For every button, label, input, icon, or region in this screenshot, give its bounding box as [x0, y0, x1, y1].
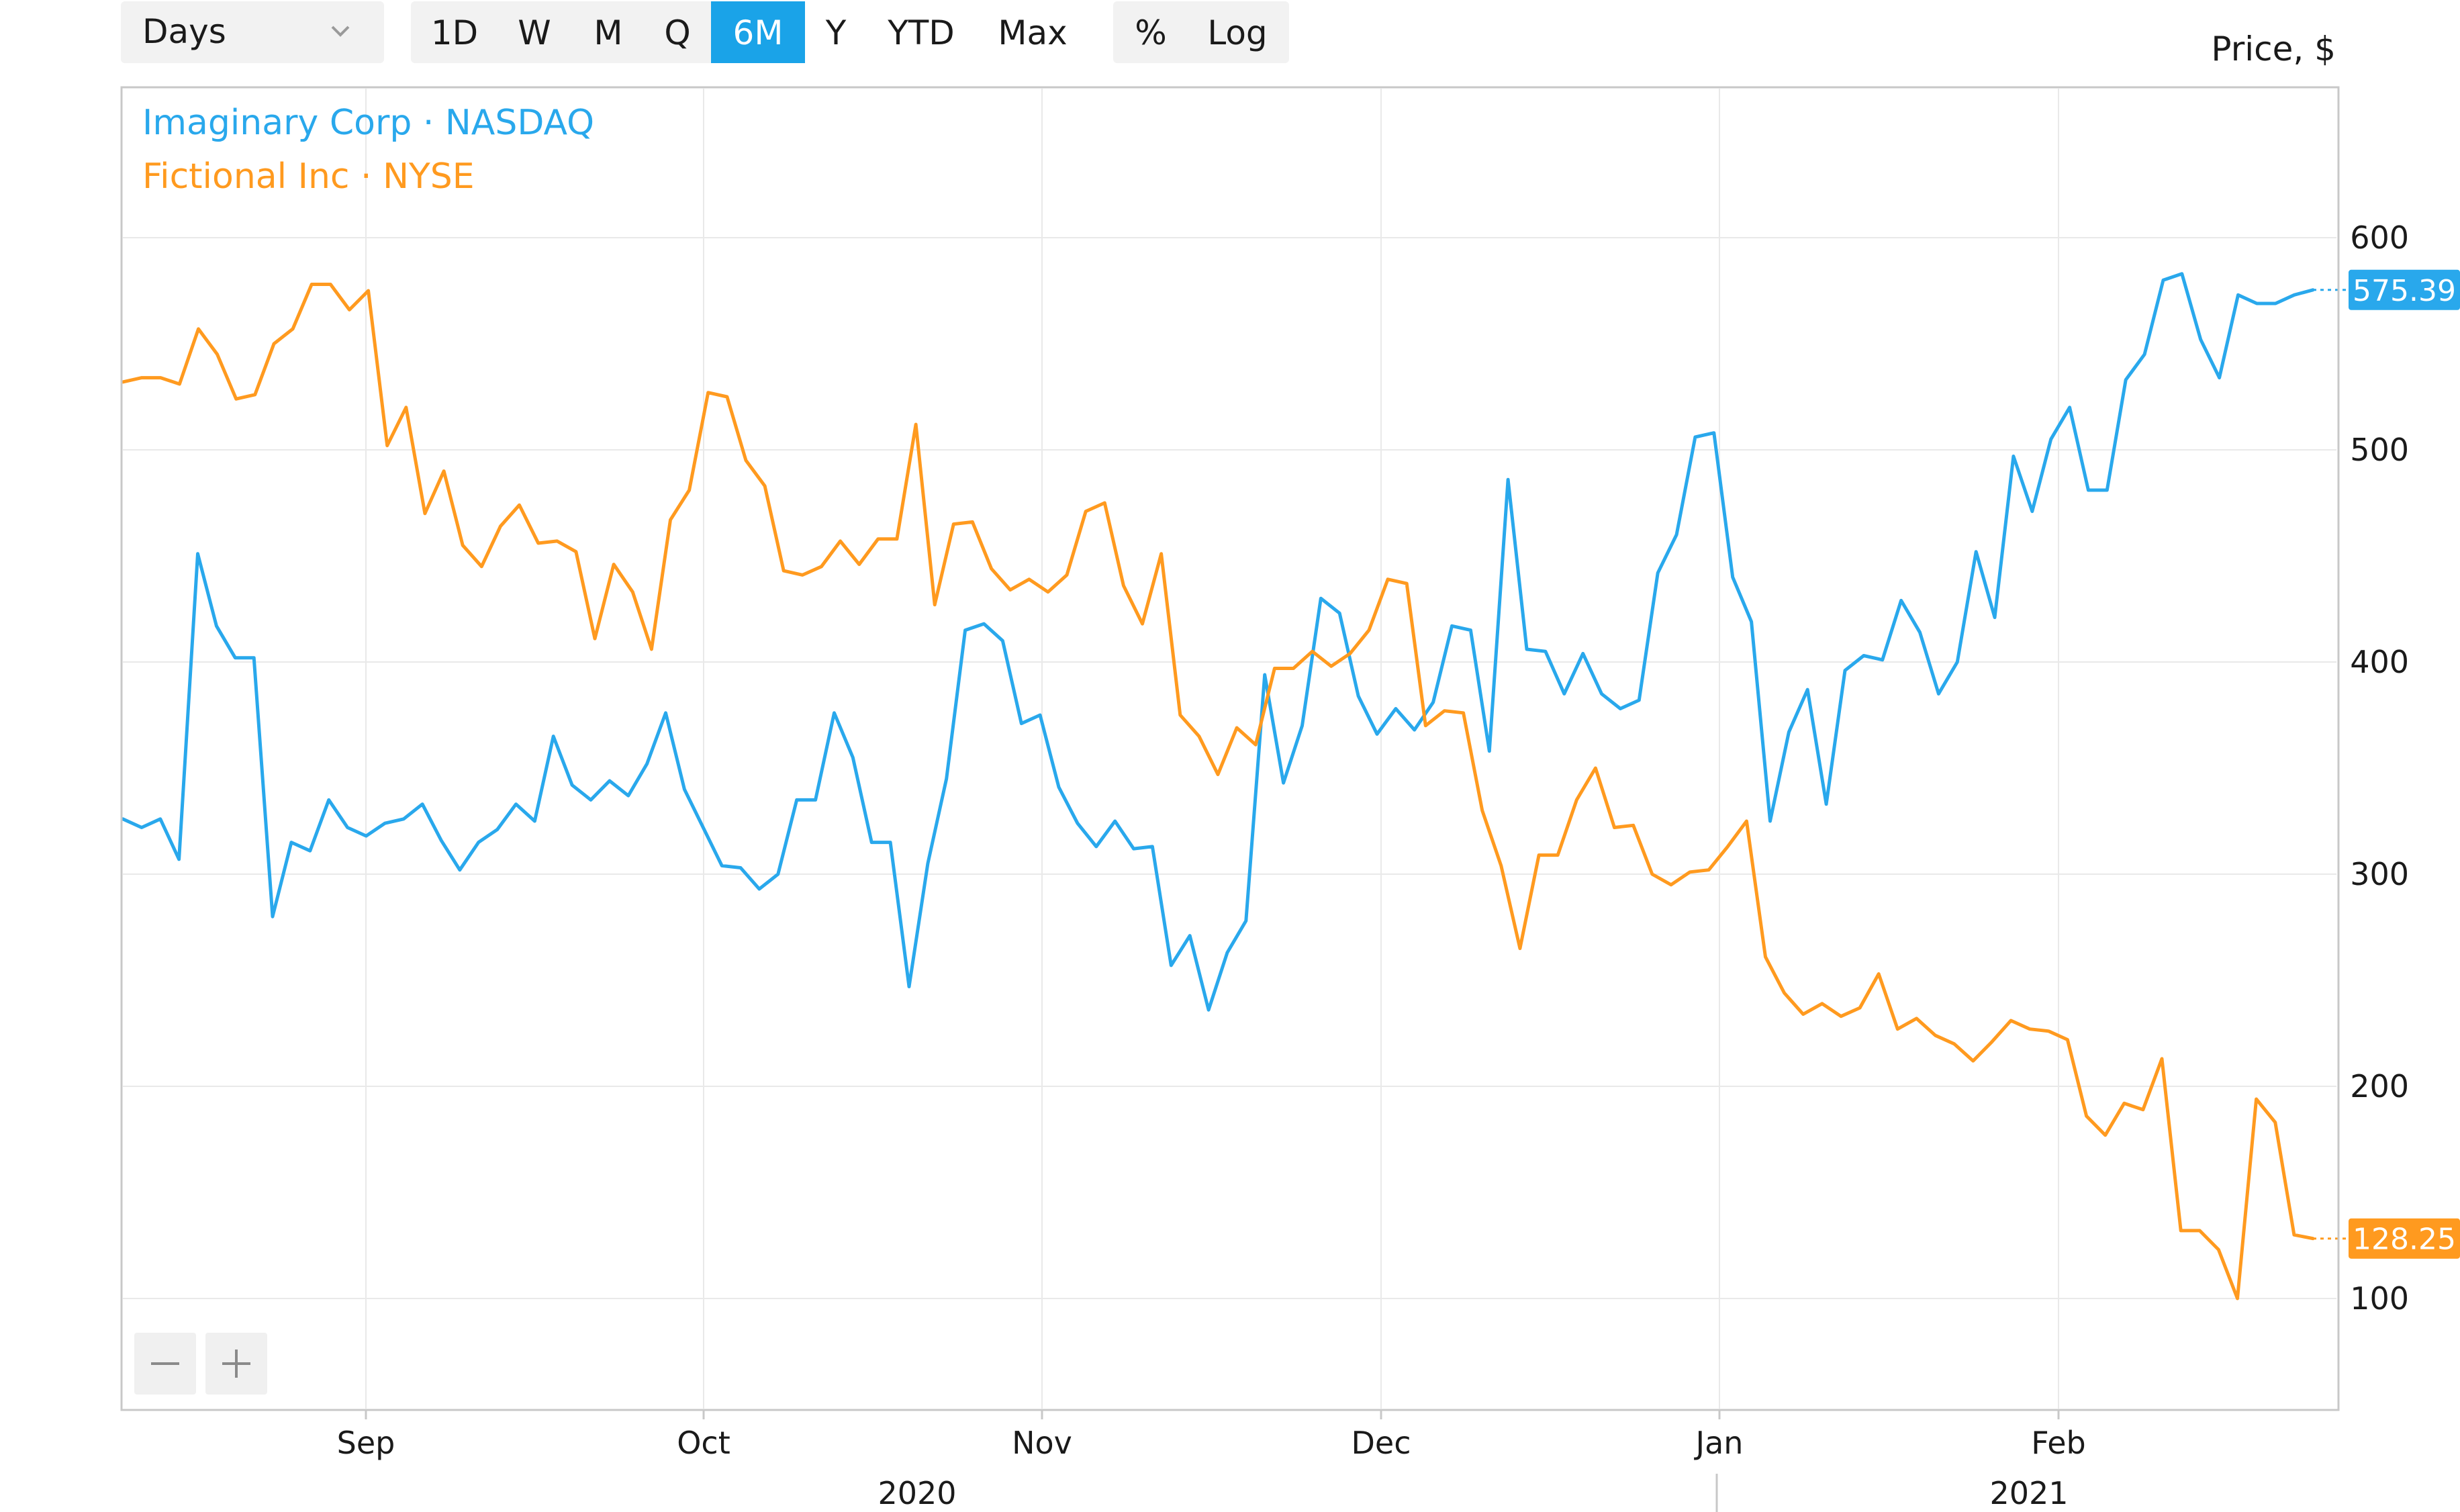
scale-label: %	[1135, 13, 1167, 52]
last-value-badge	[2349, 269, 2460, 310]
legend-entry-imaginary-corp: Imaginary Corp · NASDAQ	[142, 103, 594, 143]
range-label: 6M	[733, 13, 784, 52]
y-axis-title: Price, $	[2211, 30, 2336, 68]
range-label: 1D	[431, 13, 478, 52]
horizontal-gridlines	[123, 237, 2336, 1299]
range-label: Max	[998, 13, 1067, 52]
y-tick-label: 500	[2350, 432, 2409, 468]
range-button-max[interactable]: Max	[998, 13, 1067, 52]
range-button-ytd[interactable]: YTD	[887, 13, 955, 52]
last-value-label: 128.25	[2353, 1223, 2456, 1257]
vertical-gridlines	[365, 89, 2059, 1409]
range-button-6m[interactable]: 6M	[733, 13, 784, 52]
x-month-label: Oct	[677, 1425, 730, 1461]
plot-frame	[120, 86, 2340, 1411]
y-tick-label: 600	[2350, 220, 2409, 256]
interval-select-value: Days	[142, 12, 226, 51]
log-scale-button[interactable]: Log	[1207, 13, 1267, 52]
range-button-q[interactable]: Q	[664, 13, 690, 52]
range-label: Q	[664, 13, 690, 52]
range-label: YTD	[887, 13, 955, 52]
interval-select[interactable]: Days	[121, 1, 384, 63]
y-tick-label: 300	[2350, 856, 2409, 892]
series-layer	[121, 272, 2349, 1301]
x-year-label: 2020	[878, 1475, 956, 1511]
range-label: M	[594, 13, 622, 52]
scale-group	[1113, 1, 1289, 63]
range-button-y[interactable]: Y	[825, 13, 847, 52]
x-year-label: 2021	[1989, 1475, 2068, 1511]
last-value-badge	[2349, 1218, 2460, 1259]
range-label: Y	[825, 13, 847, 52]
range-button-1d[interactable]: 1D	[431, 13, 478, 52]
range-label: W	[518, 13, 551, 52]
zoom-in-button[interactable]	[205, 1333, 267, 1395]
zoom-controls	[134, 1333, 267, 1395]
last-value-badges: 575.39 128.25	[2349, 269, 2460, 1259]
toolbar: Days 1D W M Q 6M Y YTD Max %	[121, 1, 1289, 63]
plot-area: Imaginary Corp · NASDAQ Fictional Inc · …	[120, 86, 2349, 1411]
x-month-label: Feb	[2031, 1425, 2085, 1461]
percent-scale-button[interactable]: %	[1135, 13, 1167, 52]
x-month-label: Dec	[1351, 1425, 1411, 1461]
y-tick-label: 100	[2350, 1280, 2409, 1317]
x-month-label: Nov	[1012, 1425, 1072, 1461]
scale-label: Log	[1207, 13, 1267, 52]
series-line-imaginary-corp	[121, 272, 2315, 1012]
y-axis: 100 200 300 400 500 600	[2350, 220, 2409, 1317]
y-tick-label: 200	[2350, 1068, 2409, 1104]
range-active-highlight	[711, 1, 805, 63]
x-axis: Sep Oct Nov Dec Jan Feb 2020 2021	[337, 1410, 2086, 1511]
y-tick-label: 400	[2350, 644, 2409, 680]
plus-icon	[222, 1350, 250, 1378]
x-month-label: Sep	[337, 1425, 395, 1461]
zoom-out-button[interactable]	[134, 1333, 196, 1395]
last-value-label: 575.39	[2353, 274, 2456, 308]
legend-entry-fictional-inc: Fictional Inc · NYSE	[142, 156, 475, 197]
range-group	[411, 1, 804, 63]
chevron-down-icon	[331, 26, 350, 37]
legend: Imaginary Corp · NASDAQ Fictional Inc · …	[142, 103, 594, 197]
range-button-w[interactable]: W	[518, 13, 551, 52]
x-month-label: Jan	[1694, 1425, 1744, 1461]
series-line-fictional-inc	[121, 283, 2315, 1301]
range-button-m[interactable]: M	[594, 13, 622, 52]
